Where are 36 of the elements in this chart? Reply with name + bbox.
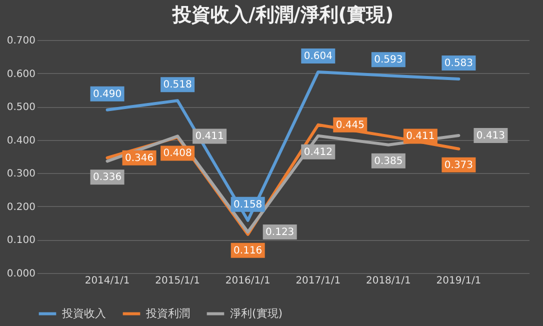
data-label: 0.445: [336, 120, 364, 131]
data-label: 0.518: [163, 80, 192, 91]
data-label: 0.604: [304, 50, 332, 62]
x-tick-label: 2019/1/1: [436, 276, 482, 286]
data-label: 0.490: [92, 88, 122, 100]
data-label: 0.116: [234, 245, 262, 256]
x-tick-label: 2018/1/1: [366, 276, 411, 286]
data-label: 0.123: [266, 227, 294, 238]
y-tick-label: 0.600: [6, 68, 36, 80]
y-tick-label: 0.500: [6, 102, 36, 114]
y-tick-label: 0.300: [6, 168, 36, 180]
chart-title: 投資收入/利潤/淨利(實現): [171, 4, 394, 26]
data-label: 0.411: [406, 131, 435, 142]
x-tick-label: 2014/1/1: [84, 276, 130, 286]
data-label: 0.411: [195, 131, 224, 142]
x-tick-label: 2017/1/1: [296, 276, 341, 286]
data-label: 0.346: [124, 152, 154, 164]
data-label: 0.373: [444, 160, 474, 171]
data-label: 0.413: [476, 130, 506, 142]
legend-label: 投資收入: [61, 306, 106, 320]
x-tick-label: 2015/1/1: [155, 276, 200, 286]
legend-label: 淨利(實現): [230, 306, 283, 320]
data-label: 0.385: [374, 156, 403, 167]
data-label: 0.336: [92, 172, 122, 184]
data-label: 0.412: [304, 146, 332, 158]
y-tick-label: 0.700: [6, 36, 36, 46]
data-label: 0.408: [163, 148, 192, 160]
y-tick-label: 0.200: [6, 202, 36, 213]
x-tick-label: 2016/1/1: [225, 276, 270, 286]
y-tick-label: 0.000: [6, 268, 36, 280]
legend-label: 投資利潤: [145, 306, 190, 320]
data-label: 0.593: [374, 54, 403, 66]
y-tick-label: 0.100: [6, 235, 36, 246]
data-label: 0.158: [234, 199, 262, 210]
y-tick-label: 0.400: [6, 135, 36, 146]
data-label: 0.583: [444, 58, 474, 69]
